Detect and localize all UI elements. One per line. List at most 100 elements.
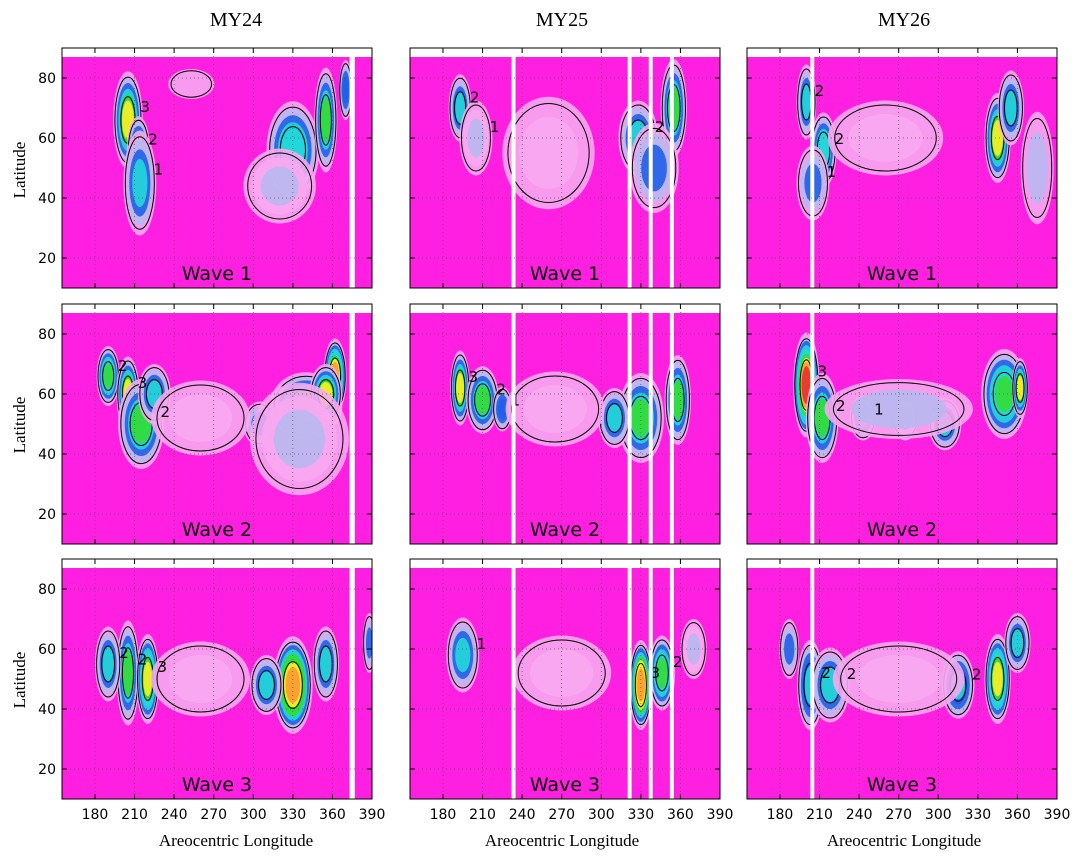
wave-label: Wave 1 xyxy=(182,263,252,285)
contour-line xyxy=(1010,628,1025,658)
y-tick-label: 40 xyxy=(38,191,56,207)
contour-band xyxy=(606,404,623,432)
y-tick-label: 60 xyxy=(38,642,56,658)
data-gap xyxy=(349,304,355,544)
data-gap xyxy=(627,48,632,288)
contour-line xyxy=(315,73,337,167)
data-gap xyxy=(669,304,674,544)
y-tick-label: 80 xyxy=(38,327,56,343)
contour-band xyxy=(123,650,133,696)
amplitude-feature xyxy=(339,60,353,120)
contour-band xyxy=(1026,132,1048,204)
panel-frame xyxy=(61,47,373,289)
data-gap xyxy=(669,48,674,288)
x-tick-label: 390 xyxy=(707,807,734,823)
contour-level-label: 2 xyxy=(836,397,846,415)
x-tick-label: 330 xyxy=(964,807,991,823)
data-gap xyxy=(648,304,653,544)
x-tick-label: 300 xyxy=(925,807,952,823)
contour-line xyxy=(998,74,1023,142)
contour-line xyxy=(258,670,275,700)
contour-line xyxy=(834,104,937,172)
contour-band xyxy=(103,364,113,388)
contour-band xyxy=(672,380,684,420)
x-tick-label: 270 xyxy=(200,807,227,823)
data-gap xyxy=(648,48,653,288)
panel-plot-area: 3 2 1 xyxy=(62,48,372,288)
amplitude-feature xyxy=(1020,111,1054,225)
contour-level-label: 3 xyxy=(817,363,827,381)
amplitude-feature xyxy=(459,100,493,176)
contour-band xyxy=(784,633,795,665)
data-gap xyxy=(810,559,815,799)
contour-band xyxy=(801,84,811,120)
contour-band xyxy=(168,69,215,99)
no-data-top xyxy=(747,48,1057,57)
amplitude-feature xyxy=(151,641,250,717)
contour-line xyxy=(363,616,372,670)
x-axis-label-col3: Areocentric Longitude xyxy=(827,831,981,850)
y-axis-label-row2: Latitude xyxy=(10,397,29,454)
contour-level-label: 2 xyxy=(148,131,158,149)
contour-band xyxy=(455,637,471,673)
wave-label: Wave 2 xyxy=(182,519,252,541)
data-gap xyxy=(511,559,516,799)
contour-line xyxy=(124,136,155,230)
contour-band xyxy=(365,627,372,659)
contour-band xyxy=(320,97,331,143)
contour-level-label: 2 xyxy=(835,130,845,148)
contour-line xyxy=(655,654,669,692)
contour-level-label: 3 xyxy=(651,664,661,682)
contour-level-label: 2 xyxy=(119,644,129,662)
y-tick-label: 60 xyxy=(38,131,56,147)
contour-band xyxy=(143,661,153,697)
y-tick-label: 80 xyxy=(38,71,56,87)
contour-level-label: 2 xyxy=(655,118,665,136)
contour-level-label: 2 xyxy=(161,403,171,421)
x-axis-label-col1: Areocentric Longitude xyxy=(159,831,313,850)
panel-frame xyxy=(61,558,373,800)
contour-line xyxy=(454,369,466,407)
data-gap xyxy=(669,559,674,799)
contour-line xyxy=(170,70,213,98)
wave-label: Wave 2 xyxy=(530,519,600,541)
y-tick-label: 80 xyxy=(38,582,56,598)
wave-label: Wave 3 xyxy=(867,774,937,796)
data-gap xyxy=(627,304,632,544)
x-tick-label: 300 xyxy=(240,807,267,823)
contour-band xyxy=(456,373,465,403)
no-data-top xyxy=(62,304,372,313)
contour-level-label: 2 xyxy=(118,357,128,375)
contour-level-label: 2 xyxy=(673,653,683,671)
panel-frame xyxy=(61,303,373,545)
x-tick-label: 180 xyxy=(82,807,109,823)
contour-band xyxy=(641,144,667,192)
contour-line xyxy=(251,658,282,712)
contour-line xyxy=(832,382,965,436)
x-tick-label: 360 xyxy=(667,807,694,823)
wave-label: Wave 1 xyxy=(530,263,600,285)
amplitude-feature xyxy=(997,70,1025,146)
contour-level-label: 2 xyxy=(821,664,831,682)
y-tick-label: 40 xyxy=(38,447,56,463)
contour-level-label: 2 xyxy=(470,89,480,107)
contour-line xyxy=(96,630,121,698)
amplitude-feature xyxy=(168,69,215,99)
amplitude-feature xyxy=(273,636,313,734)
contour-level-label: 1 xyxy=(827,163,837,181)
contour-line xyxy=(665,359,690,441)
contour-level-label: 3 xyxy=(157,658,167,676)
contour-band xyxy=(530,649,594,697)
amplitude-feature xyxy=(505,371,605,447)
contour-line xyxy=(990,656,1005,702)
x-tick-label: 240 xyxy=(161,807,188,823)
contour-level-label: 2 xyxy=(496,381,506,399)
amplitude-feature xyxy=(96,346,120,406)
x-tick-label: 330 xyxy=(279,807,306,823)
contour-line xyxy=(247,152,313,220)
panel-plot-area: 232 xyxy=(62,304,372,544)
contour-band xyxy=(168,655,233,703)
data-gap xyxy=(627,559,632,799)
